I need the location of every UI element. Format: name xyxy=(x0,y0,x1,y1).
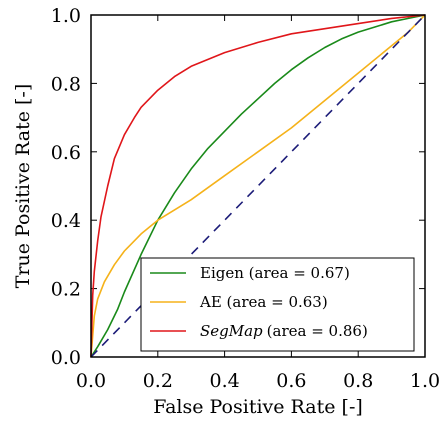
x-tick-label-0: 0.0 xyxy=(76,370,106,392)
legend-box xyxy=(140,257,415,352)
x-tick-label-2: 0.4 xyxy=(209,370,239,392)
legend-label-ae: AE (area = 0.63) xyxy=(199,293,328,311)
legend-label-eigen: Eigen (area = 0.67) xyxy=(200,264,350,282)
x-axis-label: False Positive Rate [-] xyxy=(153,396,363,418)
y-axis-label: True Positive Rate [-] xyxy=(12,84,34,289)
series-line-ae xyxy=(90,14,426,358)
y-tick-label-5: 1.0 xyxy=(51,5,81,27)
y-tick-label-3: 0.6 xyxy=(51,142,81,164)
legend-label-segmap-name: SegMap xyxy=(200,322,263,340)
x-tick-label-5: 1.0 xyxy=(410,370,440,392)
y-tick-label-4: 0.8 xyxy=(51,73,81,95)
y-tick-label-0: 0.0 xyxy=(51,347,81,369)
plot-frame xyxy=(90,14,426,358)
series-line-segmap xyxy=(90,14,426,358)
series-line-eigen xyxy=(90,14,426,358)
tick-labels-group: 0.0 0.2 0.4 0.6 0.8 1.0 0.0 0.2 0.4 0.6 0.8 1.0 xyxy=(51,5,440,392)
x-tick-label-1: 0.2 xyxy=(143,370,173,392)
y-tick-label-1: 0.2 xyxy=(51,279,81,301)
legend: Eigen (area = 0.67) AE (area = 0.63) Seg… xyxy=(140,257,415,352)
plot-lines-group xyxy=(90,14,426,358)
y-tick-label-2: 0.4 xyxy=(51,210,81,232)
x-tick-label-4: 0.8 xyxy=(343,370,373,392)
x-tick-label-3: 0.6 xyxy=(276,370,306,392)
legend-label-segmap-area: (area = 0.86) xyxy=(267,322,368,340)
legend-label-segmap: SegMap (area = 0.86) xyxy=(200,322,368,340)
